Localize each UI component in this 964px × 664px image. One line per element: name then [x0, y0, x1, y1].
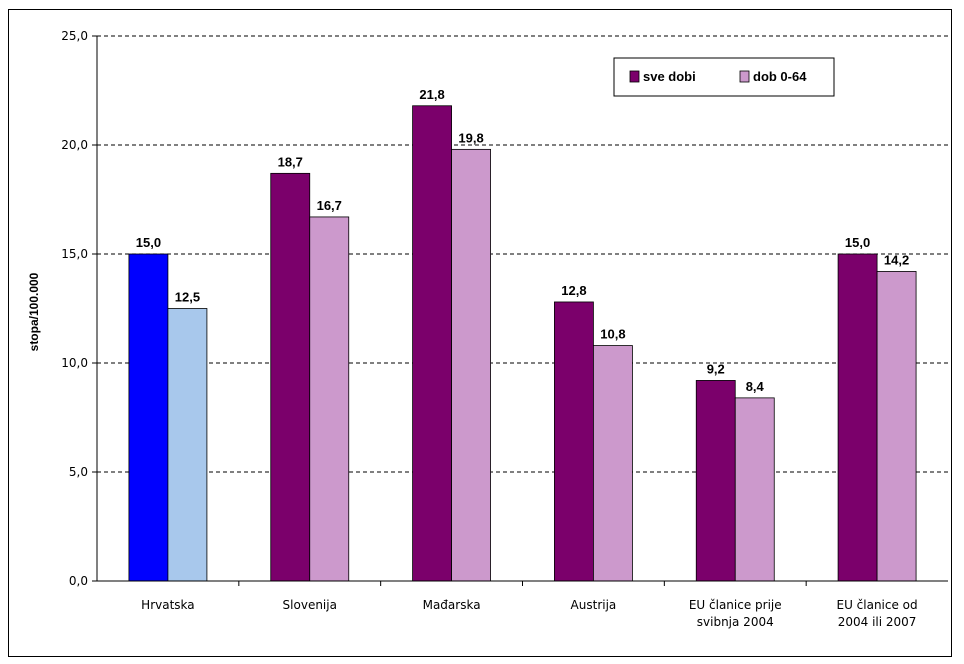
bar-sve-dobi-eu-lanice-prije-svibnja-2004: [695, 380, 736, 582]
bar-dob-0-64-austrija: [593, 345, 633, 582]
data-label: 12,8: [561, 283, 586, 298]
y-tick-label: 10,0: [61, 356, 88, 370]
bar-dob-0-64-slovenija: [309, 216, 350, 582]
x-category-label: Hrvatska: [141, 598, 194, 612]
legend: sve dobi dob 0-64: [613, 57, 835, 97]
legend-swatch-dob-0-64: [739, 70, 750, 83]
bar-dob-0-64-hrvatska: [167, 308, 208, 582]
data-label: 8,4: [746, 379, 765, 394]
data-label: 16,7: [317, 198, 342, 213]
x-category-label-line: EU članice prije: [689, 598, 782, 612]
x-category-label: Austrija: [571, 598, 617, 612]
legend-label-dob-0-64: dob 0-64: [753, 69, 807, 84]
bar-sve-dobi-eu-lanice-od-2004-ili-2007: [837, 253, 878, 582]
x-category-label-line: svibnja 2004: [697, 615, 774, 629]
y-tick-label: 15,0: [61, 247, 88, 261]
x-category-label: EU članice od 2004 ili 2007: [836, 598, 917, 629]
data-label: 15,0: [136, 235, 161, 250]
data-label: 9,2: [707, 361, 725, 376]
data-label: 19,8: [458, 130, 483, 145]
x-category-label-line: Slovenija: [283, 598, 337, 612]
x-category-label: EU članice prije svibnja 2004: [689, 598, 782, 629]
bar-sve-dobi-ma-arska: [412, 105, 452, 582]
y-tick-label: 5,0: [69, 465, 88, 479]
x-category-label: Mađarska: [423, 598, 481, 612]
y-tick-label: 20,0: [61, 138, 88, 152]
y-axis-title: stopa/100.000: [27, 272, 41, 351]
data-label: 10,8: [600, 327, 625, 342]
legend-swatch-sve-dobi: [629, 70, 640, 83]
legend-box: [613, 57, 835, 97]
data-label: 21,8: [419, 87, 444, 102]
bar-sve-dobi-hrvatska: [128, 253, 169, 582]
x-category-label-line: Mađarska: [423, 598, 481, 612]
x-category-label-line: Hrvatska: [141, 598, 194, 612]
y-tick-label: 0,0: [69, 574, 88, 588]
bar-sve-dobi-slovenija: [270, 172, 311, 582]
data-label: 18,7: [278, 154, 303, 169]
bar-dob-0-64-eu-lanice-od-2004-ili-2007: [876, 271, 917, 582]
data-label: 12,5: [175, 290, 200, 305]
x-category-label-line: EU članice od: [836, 598, 917, 612]
bar-dob-0-64-ma-arska: [451, 148, 491, 582]
data-label: 14,2: [884, 252, 909, 267]
bar-dob-0-64-eu-lanice-prije-svibnja-2004: [734, 397, 775, 582]
x-category-label: Slovenija: [283, 598, 337, 612]
x-category-label-line: 2004 ili 2007: [838, 615, 917, 629]
y-tick-label: 25,0: [61, 29, 88, 43]
bar-sve-dobi-austrija: [554, 301, 594, 582]
legend-label-sve-dobi: sve dobi: [643, 69, 696, 84]
x-category-label-line: Austrija: [571, 598, 617, 612]
data-label: 15,0: [845, 235, 870, 250]
